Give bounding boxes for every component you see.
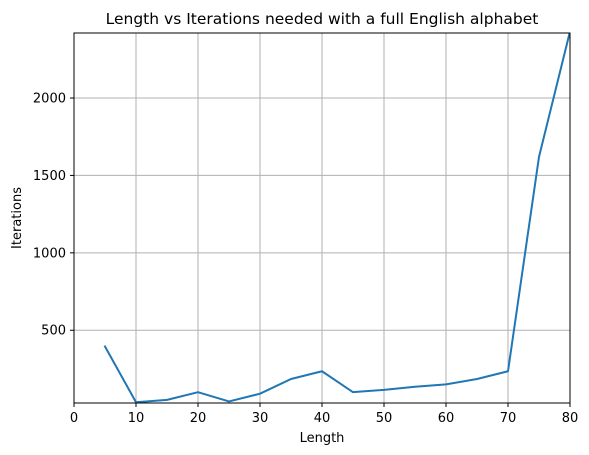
y-tick-label: 2000 bbox=[33, 92, 66, 107]
x-tick-label: 30 bbox=[252, 411, 269, 426]
y-tick-label: 500 bbox=[41, 324, 66, 339]
y-tick-label: 1500 bbox=[33, 169, 66, 184]
chart-title: Length vs Iterations needed with a full … bbox=[106, 10, 539, 28]
x-tick-label: 20 bbox=[190, 411, 207, 426]
y-axis-label: Iterations bbox=[10, 187, 25, 249]
x-tick-label: 80 bbox=[562, 411, 579, 426]
x-axis-label: Length bbox=[300, 431, 345, 446]
x-tick-label: 50 bbox=[376, 411, 393, 426]
y-tick-label: 1000 bbox=[33, 246, 66, 261]
x-tick-label: 70 bbox=[500, 411, 517, 426]
x-tick-label: 10 bbox=[128, 411, 145, 426]
x-tick-label: 40 bbox=[314, 411, 331, 426]
x-tick-label: 60 bbox=[438, 411, 455, 426]
x-tick-label: 0 bbox=[70, 411, 78, 426]
